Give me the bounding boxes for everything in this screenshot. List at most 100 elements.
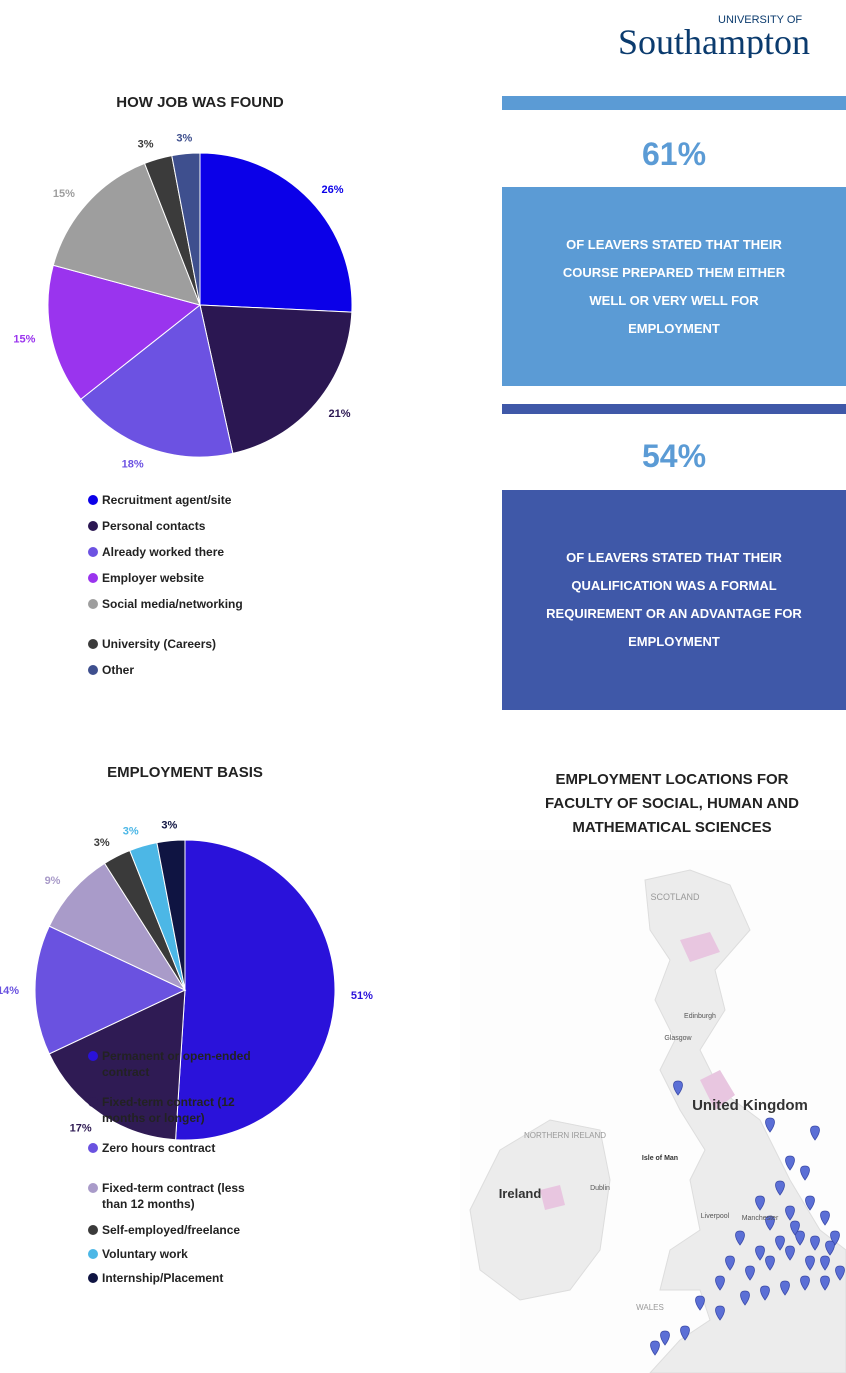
map-pin — [715, 1305, 725, 1321]
legend-swatch — [88, 1097, 98, 1107]
data-label: 9% — [45, 875, 61, 887]
data-label: 18% — [122, 458, 144, 470]
map-pin — [715, 1275, 725, 1291]
map-pin — [805, 1255, 815, 1271]
legend-label: Voluntary work — [102, 1247, 188, 1261]
data-label: 15% — [53, 188, 75, 200]
chart-title: HOW JOB WAS FOUND — [116, 94, 284, 111]
map-pin — [755, 1245, 765, 1261]
divider — [502, 96, 846, 110]
chart-title: EMPLOYMENT BASIS — [107, 764, 263, 781]
map-label: SCOTLAND — [650, 892, 700, 902]
map-pin — [735, 1230, 745, 1246]
data-label: 17% — [70, 1122, 92, 1134]
map-pin — [725, 1255, 735, 1271]
data-label: 3% — [161, 820, 177, 832]
logo-small: UNIVERSITY OF — [718, 14, 803, 26]
pins — [650, 1080, 845, 1356]
map-label: Dublin — [590, 1185, 610, 1192]
map-pin — [825, 1240, 835, 1256]
map-pin — [800, 1275, 810, 1291]
legend-label: Zero hours contract — [102, 1141, 216, 1155]
map-pin — [760, 1285, 770, 1301]
map-pin — [785, 1245, 795, 1261]
map-pin — [650, 1340, 660, 1356]
pie-slice — [175, 839, 336, 1141]
legend-item: Fixed-term contract (12 months or longer… — [88, 1094, 262, 1126]
legend-label: Personal contacts — [102, 519, 206, 533]
data-label: 15% — [13, 334, 35, 346]
legend-item: Zero hours contract — [88, 1140, 262, 1156]
legend-label: Social media/networking — [102, 597, 243, 611]
map-pin — [835, 1265, 845, 1281]
legend-item: Recruitment agent/site — [88, 492, 272, 508]
legend-swatch — [88, 521, 98, 531]
map-label: Manchester — [742, 1215, 779, 1222]
data-label: 3% — [94, 837, 110, 849]
pie-slice — [199, 152, 353, 313]
pie-slice — [156, 839, 186, 991]
pie-slice — [80, 304, 234, 458]
map-pin — [810, 1235, 820, 1251]
map-pin — [660, 1330, 670, 1346]
map-pin — [775, 1235, 785, 1251]
legend-item: Permanent or open-ended contract — [88, 1048, 262, 1080]
map-pin — [820, 1255, 830, 1271]
map-pin — [765, 1255, 775, 1271]
map-pin — [820, 1275, 830, 1291]
map-pin — [820, 1210, 830, 1226]
data-label: 21% — [329, 408, 351, 420]
map-label: WALES — [636, 1303, 664, 1312]
map-label: NORTHERN IRELAND — [524, 1131, 606, 1140]
legend-label: Fixed-term contract (12 months or longer… — [102, 1095, 235, 1125]
map-label: Edinburgh — [684, 1013, 716, 1020]
data-label: 3% — [138, 139, 154, 151]
legend-item: Fixed-term contract (less than 12 months… — [88, 1180, 262, 1212]
logo-name: Southampton — [618, 22, 811, 58]
legend-label: Already worked there — [102, 545, 225, 559]
legend-swatch — [88, 495, 98, 505]
map-label: Liverpool — [701, 1213, 730, 1220]
map-pin — [790, 1220, 800, 1236]
legend-item: Self-employed/freelance — [88, 1222, 262, 1238]
legend-label: Internship/Placement — [102, 1271, 224, 1285]
stat-text: OF LEAVERS STATED THAT THEIR QUALIFICATI… — [502, 490, 846, 710]
divider — [502, 404, 846, 414]
stat-figure: 61% — [641, 136, 707, 172]
data-label: 26% — [322, 184, 344, 196]
legend-item: Internship/Placement — [88, 1270, 262, 1286]
legend-item: Personal contacts — [88, 518, 272, 534]
pie-slice — [48, 989, 186, 1141]
pie-slice — [171, 152, 201, 306]
pie-slice — [34, 925, 187, 1055]
pie-slice — [47, 264, 202, 400]
map-pin — [780, 1280, 790, 1296]
map-pin — [673, 1080, 683, 1096]
stat-text: OF LEAVERS STATED THAT THEIR COURSE PREP… — [502, 187, 846, 386]
legend-item: Employer website — [88, 570, 272, 586]
legend-label: Self-employed/freelance — [102, 1223, 241, 1237]
legend-swatch — [88, 665, 98, 675]
map-pin — [795, 1230, 805, 1246]
data-label: 3% — [176, 133, 192, 145]
legend-item: Already worked there — [88, 544, 272, 560]
legend-item: University (Careers) — [88, 636, 272, 652]
pie-slice — [52, 162, 201, 306]
legend-label: University (Careers) — [102, 637, 217, 651]
legend-swatch — [88, 1273, 98, 1283]
legend-swatch — [88, 639, 98, 649]
map-pin — [755, 1195, 765, 1211]
map-pin — [695, 1295, 705, 1311]
map-pin — [765, 1117, 775, 1133]
map-label: Glasgow — [664, 1035, 692, 1042]
map-pin — [775, 1180, 785, 1196]
map-label: Ireland — [499, 1186, 542, 1201]
map-pin — [785, 1205, 795, 1221]
legend-label: Employer website — [102, 571, 205, 585]
legend-swatch — [88, 1051, 98, 1061]
data-label: 3% — [123, 826, 139, 838]
legend-label: Other — [102, 663, 135, 677]
logo: UNIVERSITY OF Southampton — [618, 14, 846, 58]
map-label: United Kingdom — [692, 1097, 808, 1114]
